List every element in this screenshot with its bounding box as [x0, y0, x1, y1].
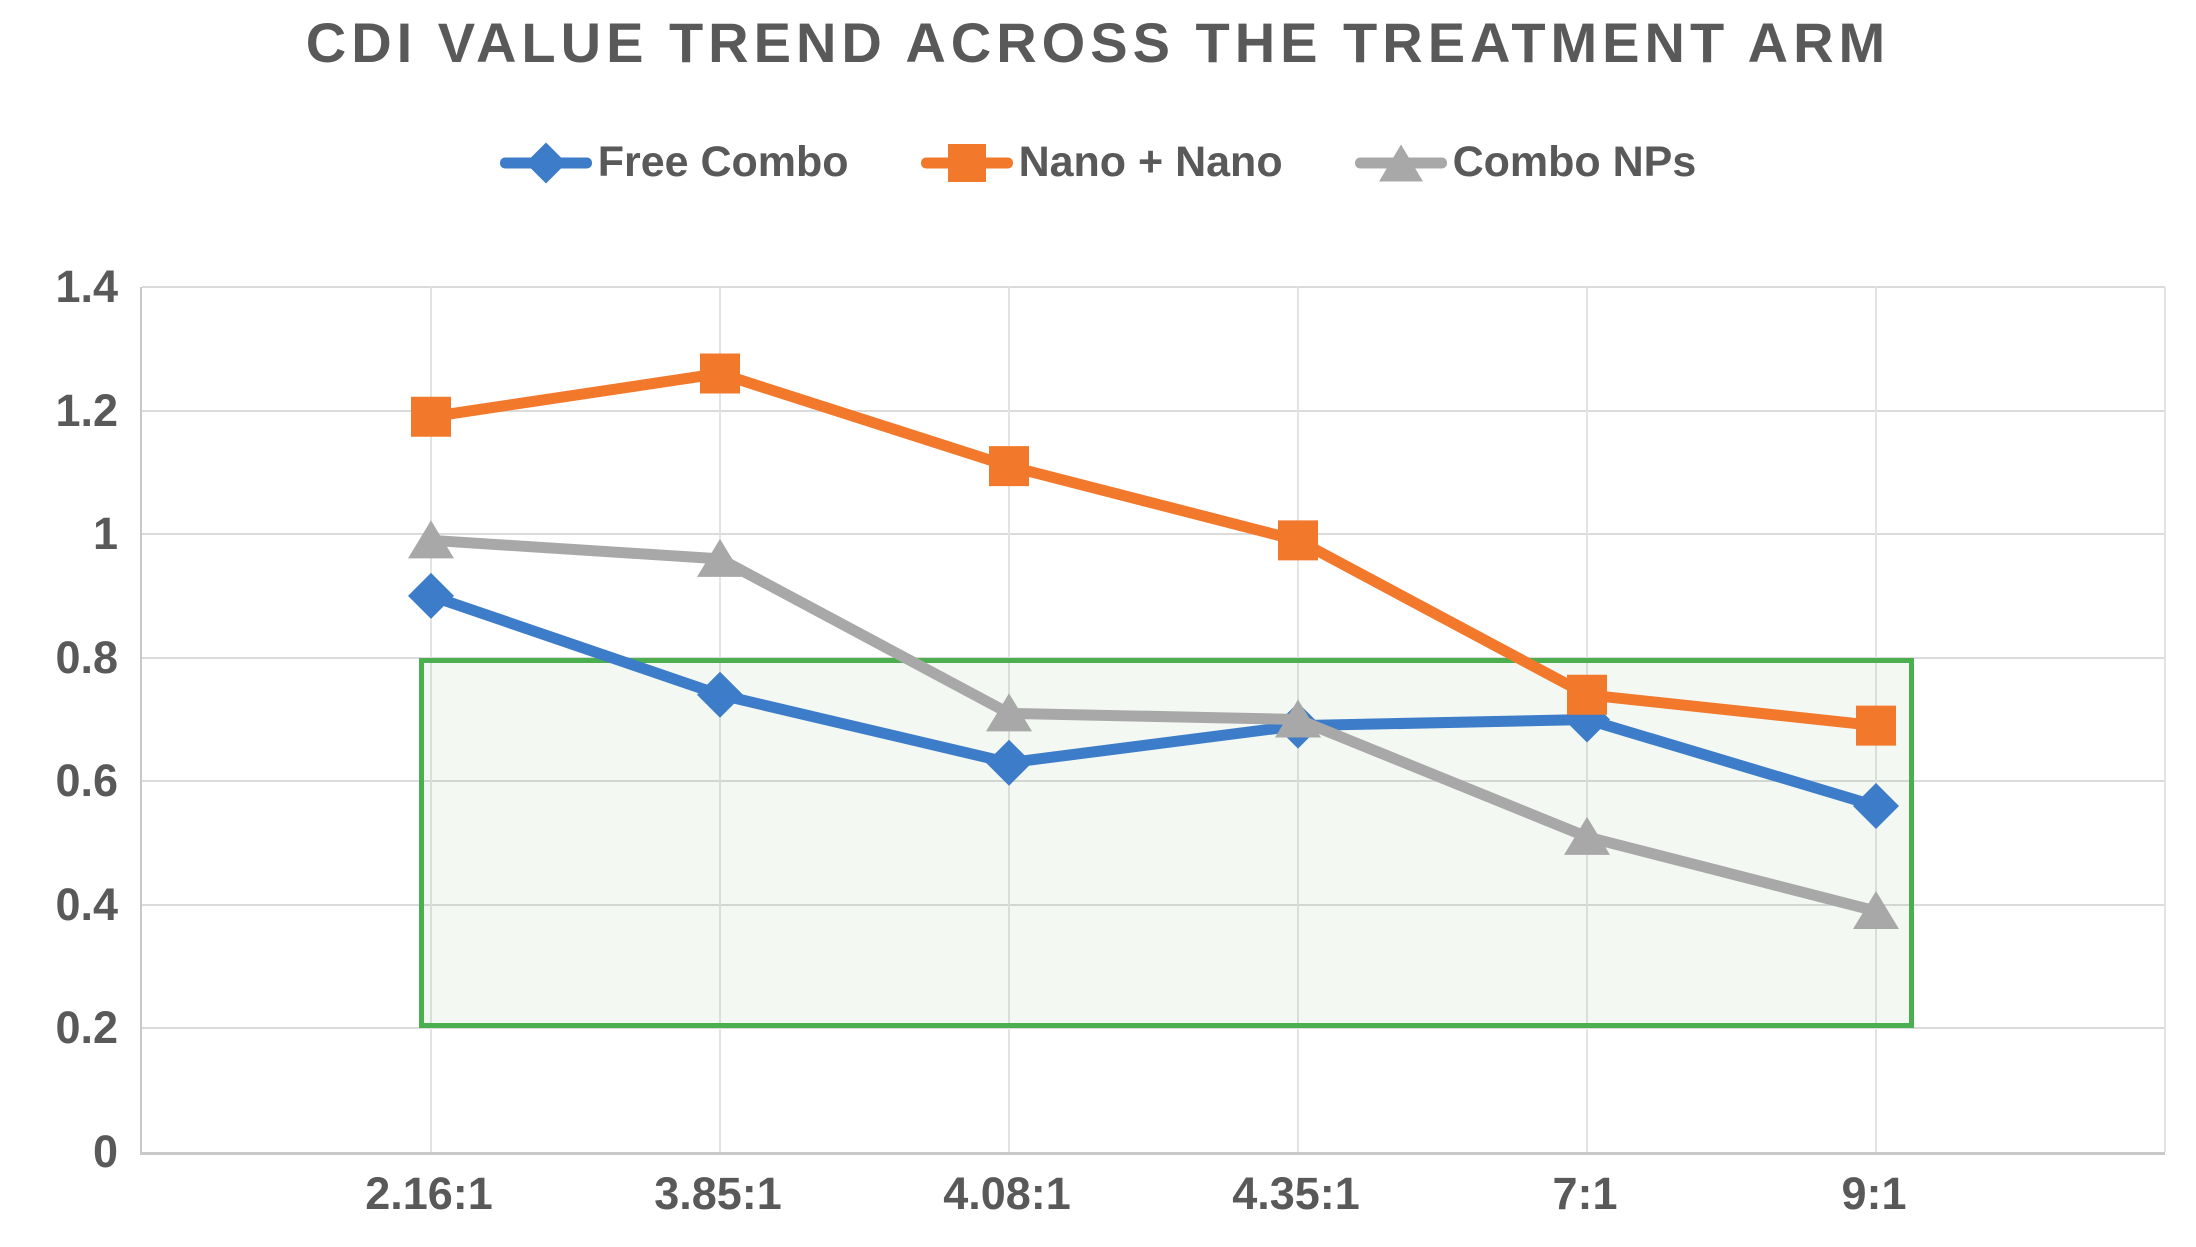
- series-marker-combo-nps: [408, 520, 454, 559]
- gridline-horizontal: [142, 903, 2165, 906]
- legend-label: Free Combo: [597, 138, 849, 186]
- series-marker-free-combo: [1853, 783, 1899, 829]
- series-marker-combo-nps: [1564, 816, 1610, 855]
- y-tick-label: 0.4: [55, 878, 118, 930]
- y-tick-label: 0.6: [55, 755, 118, 807]
- x-tick-label: 7:1: [1552, 1168, 1618, 1219]
- legend-shape-diamond: [525, 141, 567, 184]
- legend-square-icon: [920, 139, 1013, 187]
- legend-label: Nano + Nano: [1018, 138, 1283, 186]
- gridline-vertical: [2164, 287, 2166, 1152]
- series-marker-free-combo: [986, 739, 1032, 786]
- series-line-nano-nano: [425, 368, 1882, 732]
- chart-title: CDI VALUE TREND ACROSS THE TREATMENT ARM: [305, 11, 1891, 74]
- series-marker-combo-nps: [1275, 699, 1321, 738]
- series-marker-nano-nano: [1856, 705, 1896, 746]
- gridline-horizontal: [142, 780, 2165, 783]
- legend-item-free-combo: Free Combo: [499, 138, 849, 187]
- series-marker-nano-nano: [989, 446, 1029, 487]
- series-plot: [408, 353, 1899, 930]
- legend-label: Combo NPs: [1452, 138, 1697, 186]
- series-marker-combo-nps: [697, 538, 743, 577]
- series-marker-nano-nano: [411, 396, 451, 437]
- y-tick-label: 0.8: [55, 631, 118, 683]
- x-tick-label: 2.16:1: [365, 1168, 493, 1219]
- series-marker-nano-nano: [1567, 674, 1607, 715]
- gridline-vertical: [719, 287, 721, 1152]
- y-tick-label: 1.2: [55, 384, 118, 436]
- x-tick-label: 4.35:1: [1232, 1168, 1360, 1219]
- gridline-horizontal: [142, 533, 2165, 536]
- series-marker-free-combo: [697, 671, 743, 718]
- legend-diamond-icon: [499, 139, 592, 187]
- gridline-horizontal: [142, 1027, 2165, 1030]
- y-tick-label: 0.2: [55, 1002, 118, 1054]
- plot-area: [140, 286, 2166, 1155]
- gridline-vertical: [430, 287, 432, 1152]
- legend-shape-triangle: [1378, 144, 1423, 181]
- gridline-horizontal: [142, 286, 2165, 288]
- y-tick-label: 0: [92, 1126, 118, 1177]
- series-marker-combo-nps: [1853, 891, 1899, 930]
- series-line-free-combo: [425, 590, 1882, 812]
- y-tick-label: 1: [92, 508, 118, 560]
- legend: Free Combo Nano + Nano Combo NPs: [0, 138, 2196, 187]
- legend-shape-square: [947, 143, 986, 182]
- legend-triangle-icon: [1354, 139, 1447, 187]
- x-tick-label: 4.08:1: [943, 1168, 1071, 1219]
- series-line-combo-nps: [425, 534, 1882, 917]
- x-tick-label: 9:1: [1841, 1168, 1907, 1219]
- series-marker-free-combo: [408, 572, 454, 619]
- legend-item-combo-nps: Combo NPs: [1354, 138, 1697, 187]
- gridline-horizontal: [142, 409, 2165, 412]
- y-tick-label: 1.4: [55, 261, 118, 312]
- legend-item-nano-nano: Nano + Nano: [920, 138, 1283, 187]
- series-marker-nano-nano: [1278, 520, 1318, 561]
- x-tick-label: 3.85:1: [654, 1168, 782, 1219]
- series-marker-combo-nps: [986, 693, 1032, 732]
- series-marker-nano-nano: [700, 353, 740, 394]
